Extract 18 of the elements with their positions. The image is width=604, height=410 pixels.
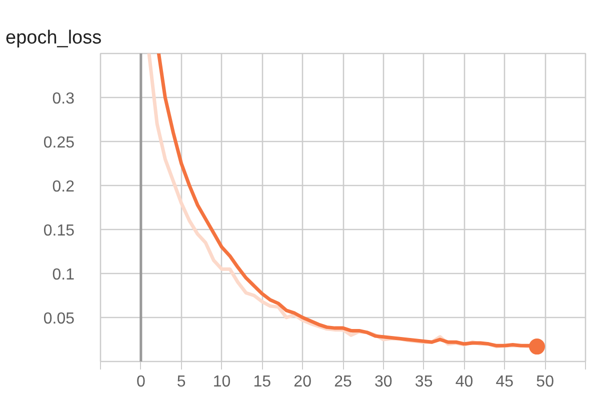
x-tick-label: 35 — [414, 374, 433, 390]
x-tick-label: 10 — [212, 374, 231, 390]
y-tick-label: 0.2 — [52, 178, 75, 196]
y-tick-label: 0.3 — [52, 90, 75, 108]
x-tick-label: 15 — [253, 374, 272, 390]
x-tick-label: 20 — [294, 374, 312, 390]
chart-title: epoch_loss — [6, 28, 102, 48]
x-tick-label: 25 — [334, 374, 352, 390]
y-tick-label: 0.25 — [43, 134, 75, 152]
y-tick-label: 0.1 — [52, 266, 75, 284]
x-tick-label: 50 — [536, 374, 554, 390]
x-tick-label: 0 — [136, 374, 146, 390]
x-tick-label: 45 — [496, 374, 514, 390]
x-tick-label: 5 — [176, 374, 186, 390]
y-tick-label: 0.05 — [43, 310, 75, 328]
x-tick-label: 30 — [374, 374, 392, 390]
x-tick-label: 40 — [455, 374, 474, 390]
y-tick-label: 0.15 — [43, 222, 75, 240]
